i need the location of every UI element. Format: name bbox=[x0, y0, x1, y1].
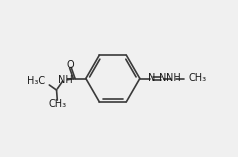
Text: NH: NH bbox=[166, 73, 181, 84]
Text: N: N bbox=[159, 73, 166, 84]
Text: NH: NH bbox=[58, 75, 72, 85]
Text: CH₃: CH₃ bbox=[188, 73, 207, 84]
Text: H₃C: H₃C bbox=[27, 76, 45, 86]
Text: O: O bbox=[66, 60, 74, 70]
Text: CH₃: CH₃ bbox=[48, 99, 66, 109]
Text: N: N bbox=[148, 73, 155, 84]
